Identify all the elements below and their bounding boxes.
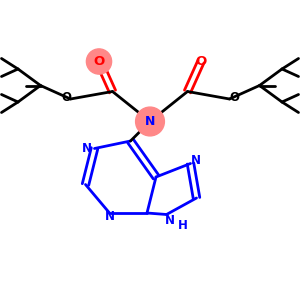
Text: O: O bbox=[93, 55, 105, 68]
Text: O: O bbox=[229, 91, 239, 104]
Text: N: N bbox=[145, 115, 155, 128]
Circle shape bbox=[136, 107, 164, 136]
Text: N: N bbox=[82, 142, 92, 155]
Text: O: O bbox=[195, 55, 207, 68]
Text: N: N bbox=[164, 214, 175, 227]
Circle shape bbox=[86, 49, 112, 74]
Text: N: N bbox=[104, 209, 115, 223]
Text: H: H bbox=[178, 219, 188, 232]
Text: O: O bbox=[61, 91, 71, 104]
Text: N: N bbox=[191, 154, 201, 167]
